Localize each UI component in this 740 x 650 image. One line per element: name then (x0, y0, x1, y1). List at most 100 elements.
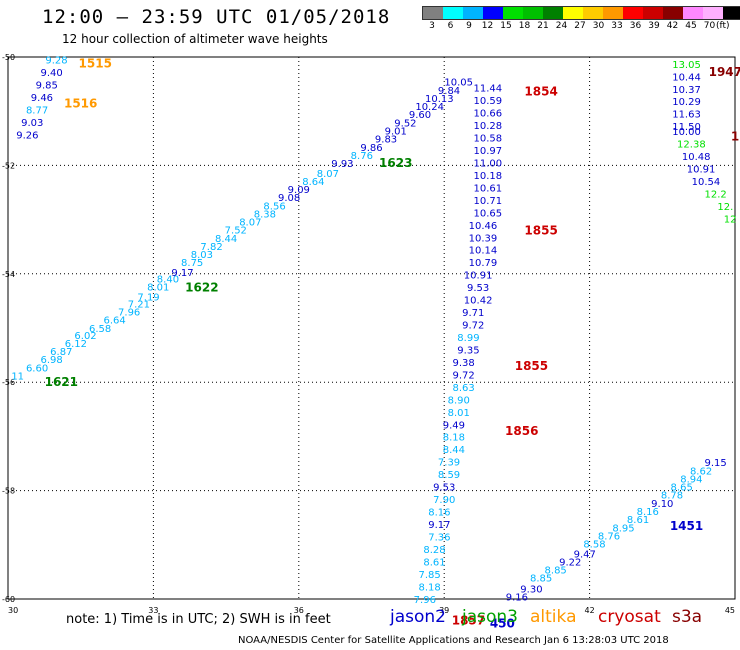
swh-value: 8.95 (612, 523, 634, 534)
swh-value: 8.44 (215, 234, 237, 245)
page-title: 12:00 — 23:59 UTC 01/05/2018 (42, 6, 391, 28)
legend-swatch (443, 7, 463, 19)
swh-value: 10.29 (672, 97, 701, 108)
swh-value: 7.85 (419, 570, 441, 581)
swh-value: 9.72 (452, 370, 474, 381)
swh-value: 8.76 (351, 151, 373, 162)
pass-time-label: 1621 (45, 375, 78, 389)
latitude-tick-label: -58 (2, 487, 15, 496)
legend-jason2: jason2 (390, 607, 446, 627)
swh-value: 12. (717, 202, 733, 213)
swh-value: 9.03 (21, 118, 43, 129)
swh-value: 8.56 (263, 201, 285, 212)
swh-value: 11.00 (473, 158, 502, 169)
latitude-labels: -50 -52 -54 -56 -58 -60 (2, 53, 15, 604)
pass-time-label: 1856 (505, 424, 538, 438)
swh-value: 10.91 (464, 271, 493, 282)
legend-swatch (623, 7, 643, 19)
pass-time-label: 1855 (524, 223, 557, 237)
swh-value: 7.96 (414, 595, 436, 606)
legend-swatch (543, 7, 563, 19)
legend-swatch (563, 7, 583, 19)
legend-altika: altika (530, 607, 577, 627)
swh-value: 8.01 (448, 408, 470, 419)
swh-value: 10.28 (473, 121, 502, 132)
pass-time-label: 1947 (709, 65, 740, 79)
legend-label: 3 (429, 21, 435, 31)
legend-swatch (483, 7, 503, 19)
longitude-tick-label: 30 (8, 606, 18, 615)
latitude-tick-label: -52 (2, 161, 15, 170)
swh-value: 9.30 (520, 584, 542, 595)
swh-value: 10.65 (473, 208, 502, 219)
legend-swatch (423, 7, 443, 19)
pass-time-label: 1451 (670, 519, 703, 533)
swh-value: 9.10 (651, 499, 673, 510)
legend-swatch (603, 7, 623, 19)
swh-value: 9.09 (288, 185, 310, 196)
swh-value: 6.87 (50, 347, 72, 358)
swh-value: 10.59 (473, 96, 502, 107)
latitude-tick-label: -50 (2, 53, 15, 62)
swh-value: 10.91 (687, 164, 716, 175)
swh-value: 7.82 (200, 242, 222, 253)
swh-value: 9.93 (331, 159, 353, 170)
swh-value: 10.24 (415, 102, 444, 113)
swh-value: 9.40 (40, 68, 62, 79)
credit-line: NOAA/NESDIS Center for Satellite Applica… (238, 635, 669, 646)
legend-label: 70 (703, 21, 716, 31)
pass-time-label: 1516 (64, 97, 97, 111)
swh-value: 12 (724, 214, 737, 225)
footnote: note: 1) Time is in UTC; 2) SWH is in fe… (66, 612, 331, 627)
swh-value: 7.90 (433, 495, 455, 506)
swh-value: 8.62 (690, 466, 712, 477)
swh-value: 12.2 (704, 189, 726, 200)
swh-value: 8.94 (680, 474, 702, 485)
pass-time-labels: 1515 1516 1621 1622 1623 1854 1855 1855 1856 1857… (45, 57, 740, 631)
swh-value: 9.47 (574, 549, 596, 560)
swh-value: 9.46 (31, 93, 53, 104)
swh-value: 8.07 (239, 218, 261, 229)
swh-value: 10.00 (672, 127, 701, 138)
legend-label: 18 (518, 21, 531, 31)
color-scale-unit: (ft) (716, 21, 730, 31)
swh-value: 10.14 (469, 246, 498, 257)
page-subtitle: 12 hour collection of altimeter wave hei… (62, 32, 328, 46)
swh-value: 9.16 (506, 593, 528, 604)
swh-value: 9.08 (278, 193, 300, 204)
swh-value: 8.58 (583, 540, 605, 551)
longitude-tick-label: 45 (725, 606, 735, 615)
legend-label: 6 (447, 21, 454, 31)
legend-label: 36 (629, 21, 642, 31)
swh-value: 10.13 (425, 94, 454, 105)
swh-value: 7.36 (428, 532, 450, 543)
swh-value: 8.16 (428, 508, 450, 519)
swh-value: 10.48 (682, 152, 711, 163)
swh-value: 8.77 (26, 105, 48, 116)
legend-label: 39 (648, 21, 660, 31)
swh-value: 7.21 (128, 299, 150, 310)
longitude-labels: 30 33 36 39 42 45 (8, 606, 735, 615)
pass-time-label: 1857 (452, 614, 485, 628)
longitude-tick-label: 33 (148, 606, 158, 615)
swh-value: 10.37 (672, 85, 701, 96)
legend-label: 42 (666, 21, 679, 31)
legend-label: 24 (555, 21, 568, 31)
latitude-tick-label: -56 (2, 378, 15, 387)
swh-value: 8.76 (598, 531, 620, 542)
longitude-tick-label: 42 (585, 606, 595, 615)
swh-value: 10.61 (473, 183, 502, 194)
legend-swatch (723, 7, 740, 19)
swh-value: 10.42 (464, 296, 493, 307)
swh-value: 7.19 (137, 292, 159, 303)
legend-label: 21 (537, 21, 549, 31)
swh-value: 9.28 (45, 56, 67, 67)
swh-value: 8.99 (457, 333, 479, 344)
swh-value: 8.64 (302, 177, 324, 188)
swh-value: 10.66 (473, 109, 502, 120)
legend-label: 27 (574, 21, 586, 31)
swh-value: 8.61 (423, 557, 445, 568)
swh-value: 8.59 (438, 470, 460, 481)
legend-label: 45 (685, 21, 697, 31)
